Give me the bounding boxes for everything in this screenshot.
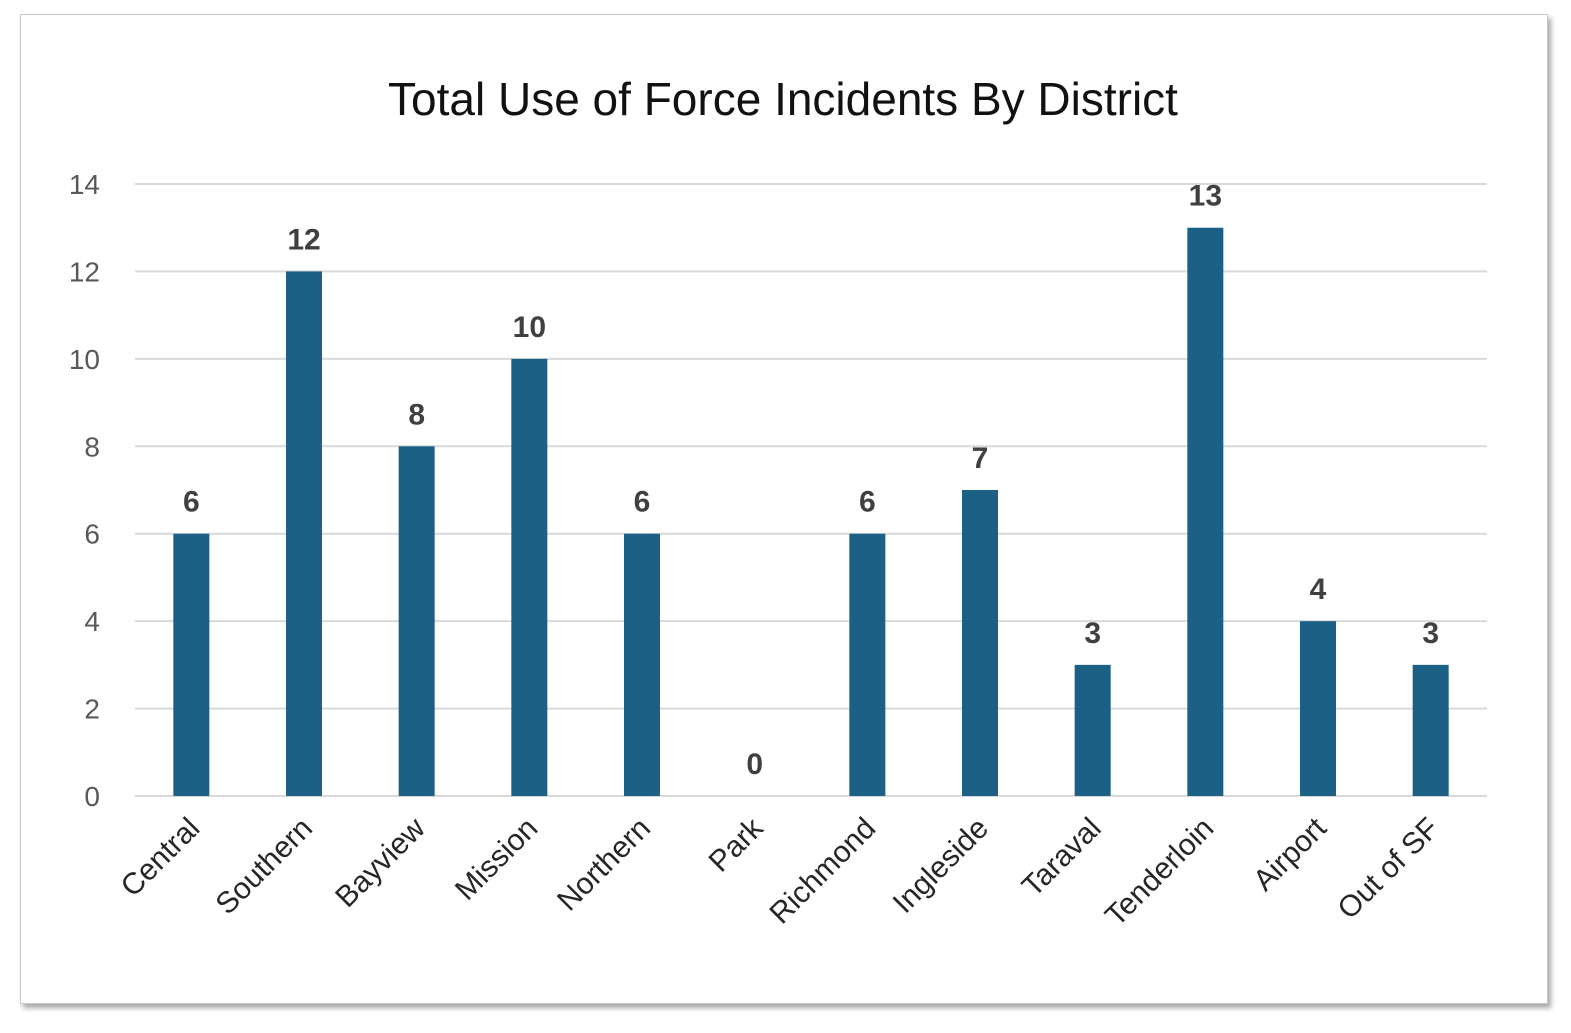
bar-taraval <box>1074 664 1111 796</box>
x-tick-label: Ingleside <box>887 812 995 920</box>
data-label: 3 <box>1084 617 1101 650</box>
data-label: 12 <box>287 223 320 256</box>
data-label: 13 <box>1189 180 1222 213</box>
bar-out-of-sf <box>1412 664 1449 796</box>
data-label: 10 <box>513 311 546 344</box>
x-tick-label: Park <box>703 811 771 879</box>
data-label: 6 <box>859 486 876 519</box>
data-label: 6 <box>183 486 200 519</box>
bar-richmond <box>849 533 886 796</box>
y-tick-label: 2 <box>84 694 100 725</box>
y-tick-label: 8 <box>84 431 100 462</box>
bar-tenderloin <box>1187 227 1224 796</box>
bar-mission <box>511 358 548 796</box>
y-tick-label: 4 <box>84 606 100 637</box>
chart-title: Total Use of Force Incidents By District <box>388 73 1178 125</box>
data-label: 3 <box>1422 617 1439 650</box>
x-tick-label: Richmond <box>763 812 882 931</box>
y-tick-label: 6 <box>84 519 100 550</box>
x-tick-label: Taraval <box>1016 812 1108 904</box>
data-label: 6 <box>634 486 651 519</box>
y-tick-label: 14 <box>69 169 100 200</box>
x-tick-label: Tenderloin <box>1099 812 1220 933</box>
y-tick-label: 12 <box>69 256 100 287</box>
x-tick-label: Northern <box>551 812 657 918</box>
x-tick-label: Southern <box>210 812 319 921</box>
x-tick-label: Out of SF <box>1331 812 1445 926</box>
x-tick-label: Mission <box>449 812 544 907</box>
y-tick-label: 0 <box>84 781 100 812</box>
chart-frame <box>20 14 1548 1004</box>
bar-southern <box>286 271 322 796</box>
x-tick-label: Airport <box>1247 811 1333 897</box>
bar-northern <box>624 533 660 796</box>
x-tick-label: Central <box>115 812 207 904</box>
x-tick-label: Bayview <box>329 811 432 914</box>
bar-ingleside <box>962 490 998 796</box>
data-label: 7 <box>972 442 989 475</box>
bar-bayview <box>398 446 435 796</box>
data-label: 0 <box>746 748 763 781</box>
y-tick-label: 10 <box>69 344 100 375</box>
bar-central <box>173 533 210 796</box>
data-label: 8 <box>408 398 425 431</box>
data-label: 4 <box>1310 573 1327 606</box>
bar-airport <box>1300 621 1336 796</box>
